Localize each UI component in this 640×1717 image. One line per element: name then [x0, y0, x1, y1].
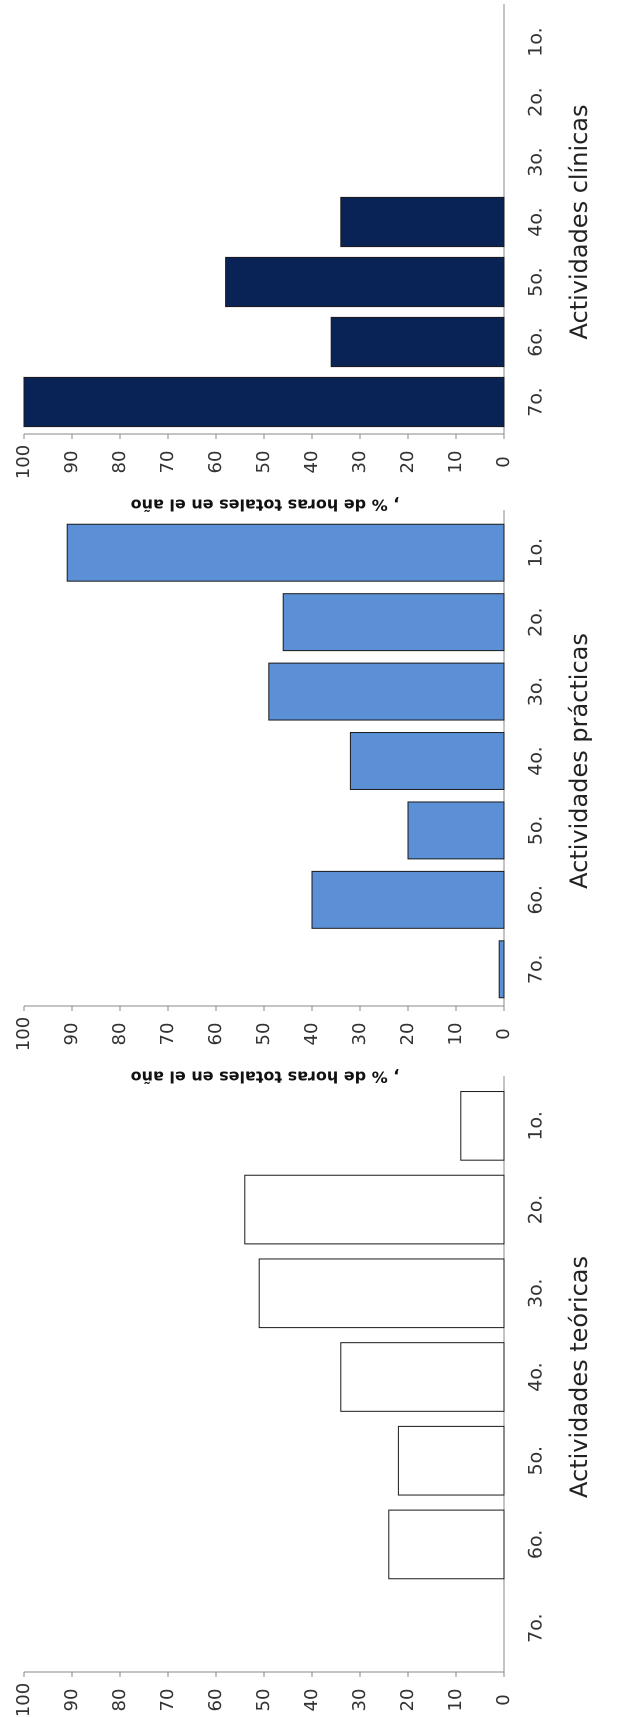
category-tick-label: 1o.: [525, 538, 547, 567]
bar-2: [244, 1174, 505, 1245]
value-tick-label: 30: [349, 451, 370, 474]
value-tick-label: 80: [109, 451, 130, 474]
bar-1: [460, 1091, 505, 1161]
value-tick-label: 10: [445, 1689, 466, 1712]
value-tick-label: 0: [493, 1028, 514, 1039]
value-tick-label: 10: [445, 1023, 466, 1046]
category-tick-label: 5o.: [525, 267, 547, 296]
value-tick-label: 100: [13, 1017, 34, 1051]
value-tick-label: 30: [349, 1023, 370, 1046]
category-tick-label: 4o.: [525, 207, 547, 236]
bar-7: [498, 940, 505, 999]
category-tick-label: 7o.: [525, 387, 547, 416]
chart-title: Actividades clínicas: [565, 104, 593, 339]
bar-4: [340, 196, 505, 248]
chart-panel-1: 1o. 2o. 3o. 4o. 5o. 6o. 7o. 0 10 20 30 40 50 60 70 80 90…: [13, 4, 593, 515]
value-tick-label: 40: [301, 1023, 322, 1046]
bar-6: [330, 316, 505, 368]
value-tick-label: 80: [109, 1023, 130, 1046]
bar-4: [349, 732, 505, 790]
category-tick-label: 5o.: [525, 816, 547, 845]
value-tick-label: 60: [205, 1689, 226, 1712]
category-tick-label: 6o.: [525, 885, 547, 914]
bar-6: [388, 1509, 505, 1580]
value-axis-title: , % de horas totales en el año: [131, 496, 400, 515]
category-tick-label: 2o.: [525, 87, 547, 116]
category-tick-label: 7o.: [525, 1613, 547, 1642]
bar-5: [397, 1425, 505, 1496]
value-tick-label: 70: [157, 451, 178, 474]
bar-3: [258, 1258, 505, 1329]
value-tick-label: 100: [13, 445, 34, 479]
category-tick-label: 6o.: [525, 1530, 547, 1559]
category-tick-label: 2o.: [525, 607, 547, 636]
category-tick-label: 4o.: [525, 746, 547, 775]
bar-6: [311, 870, 505, 929]
value-tick-label: 20: [397, 1023, 418, 1046]
bar-5: [407, 801, 505, 860]
bar-4: [340, 1342, 505, 1412]
value-tick-label: 70: [157, 1689, 178, 1712]
value-tick-label: 50: [253, 1023, 274, 1046]
value-tick-label: 10: [445, 451, 466, 474]
category-tick-label: 4o.: [525, 1362, 547, 1391]
value-tick-label: 60: [205, 451, 226, 474]
value-tick-label: 20: [397, 1689, 418, 1712]
value-tick-label: 80: [109, 1689, 130, 1712]
category-tick-label: 6o.: [525, 327, 547, 356]
category-tick-label: 1o.: [525, 27, 547, 56]
value-tick-label: 30: [349, 1689, 370, 1712]
bar-5: [225, 256, 505, 308]
value-tick-label: 50: [253, 451, 274, 474]
value-tick-label: 0: [493, 1694, 514, 1705]
bar-3: [268, 662, 505, 721]
chart-title: Actividades teóricas: [565, 1256, 593, 1498]
value-tick-label: 0: [493, 456, 514, 467]
bar-2: [282, 593, 505, 652]
category-tick-label: 3o.: [525, 147, 547, 176]
bar-7: [23, 376, 505, 428]
value-tick-label: 60: [205, 1023, 226, 1046]
category-tick-label: 3o.: [525, 1279, 547, 1308]
value-tick-label: 70: [157, 1023, 178, 1046]
value-tick-label: 90: [61, 451, 82, 474]
value-tick-label: 50: [253, 1689, 274, 1712]
value-tick-label: 90: [61, 1689, 82, 1712]
category-tick-label: 3o.: [525, 677, 547, 706]
value-tick-label: 20: [397, 451, 418, 474]
value-tick-label: 40: [301, 1689, 322, 1712]
category-tick-label: 1o.: [525, 1111, 547, 1140]
value-tick-label: 90: [61, 1023, 82, 1046]
chart-panel-2: 1o. 2o. 3o. 4o. 5o. 6o. 7o. 0 10 20 30 40 50 60 70 80 90…: [13, 510, 593, 1087]
category-tick-label: 5o.: [525, 1446, 547, 1475]
value-tick-label: 40: [301, 451, 322, 474]
category-tick-label: 2o.: [525, 1195, 547, 1224]
category-tick-label: 7o.: [525, 955, 547, 984]
bar-1: [66, 523, 505, 582]
chart-title: Actividades prácticas: [565, 633, 593, 889]
value-tick-label: 100: [13, 1683, 34, 1717]
value-axis-title: , % de horas totales en el año: [131, 1068, 400, 1087]
chart-panel-3: 1o. 2o. 3o. 4o. 5o. 6o. 7o. 0 10 20 30 40 50 60 70 80 90…: [13, 1076, 593, 1717]
